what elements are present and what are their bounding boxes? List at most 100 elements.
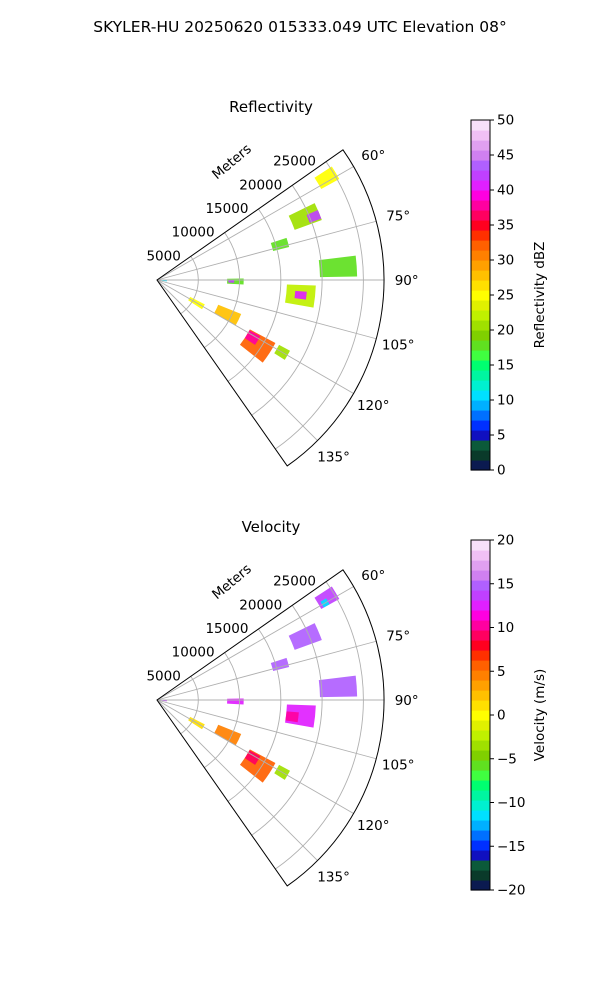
azimuth-tick-label: 90° bbox=[395, 273, 419, 289]
azimuth-tick-label: 135° bbox=[317, 450, 350, 466]
colorbar-label: Velocity (m/s) bbox=[532, 669, 548, 762]
radar-echo bbox=[270, 657, 290, 672]
colorbar-segment bbox=[471, 210, 490, 221]
colorbar-segment bbox=[471, 580, 490, 591]
radar-echo bbox=[270, 237, 290, 252]
colorbar-segment bbox=[471, 850, 490, 861]
range-ring bbox=[251, 185, 323, 416]
azimuth-gridline bbox=[156, 279, 354, 394]
radar-echo bbox=[306, 210, 322, 223]
colorbar-segment bbox=[471, 450, 490, 461]
radar-echo bbox=[318, 675, 358, 698]
colorbar-tick-label: −5 bbox=[497, 751, 517, 767]
colorbar-segment bbox=[471, 800, 490, 811]
colorbar-tick-label: 45 bbox=[497, 148, 514, 164]
colorbar-tick-label: 0 bbox=[497, 463, 506, 479]
range-tick-label: 20000 bbox=[239, 597, 282, 613]
colorbar-segment bbox=[471, 730, 490, 741]
azimuth-gridline bbox=[156, 279, 377, 340]
azimuth-gridline bbox=[156, 699, 318, 861]
colorbar-segment bbox=[471, 350, 490, 361]
colorbar-segment bbox=[471, 630, 490, 641]
colorbar-segment bbox=[471, 860, 490, 871]
colorbar-segment bbox=[471, 120, 490, 131]
colorbar-tick-label: 5 bbox=[497, 664, 506, 680]
colorbar-tick-label: −15 bbox=[497, 839, 526, 855]
colorbar-segment bbox=[471, 710, 490, 721]
colorbar-segment bbox=[471, 150, 490, 161]
azimuth-tick-label: 105° bbox=[382, 338, 415, 354]
colorbar-tick-label: 0 bbox=[497, 708, 506, 724]
colorbar-segment bbox=[471, 140, 490, 151]
colorbar-segment bbox=[471, 390, 490, 401]
colorbar-tick-label: 25 bbox=[497, 288, 514, 304]
colorbar-segment bbox=[471, 790, 490, 801]
colorbar-tick-label: −20 bbox=[497, 883, 526, 899]
colorbar-segment bbox=[471, 600, 490, 611]
colorbar-segment bbox=[471, 460, 490, 471]
azimuth-gridline bbox=[156, 166, 354, 281]
azimuth-gridline bbox=[156, 640, 377, 701]
colorbar-segment bbox=[471, 310, 490, 321]
radar-echo bbox=[288, 203, 322, 230]
colorbar-tick-label: 15 bbox=[497, 576, 514, 592]
colorbar-segment bbox=[471, 760, 490, 771]
colorbar-segment bbox=[471, 360, 490, 371]
colorbar-segment bbox=[471, 870, 490, 881]
radar-echo bbox=[285, 704, 316, 728]
radar-echo bbox=[288, 623, 322, 650]
colorbar-segment bbox=[471, 260, 490, 271]
colorbar-segment bbox=[471, 550, 490, 561]
colorbar-segment bbox=[471, 770, 490, 781]
colorbar-segment bbox=[471, 380, 490, 391]
colorbar-segment bbox=[471, 660, 490, 671]
colorbar-tick-label: 15 bbox=[497, 358, 514, 374]
colorbar-segment bbox=[471, 640, 490, 651]
azimuth-tick-label: 75° bbox=[386, 208, 410, 224]
range-tick-label: 10000 bbox=[172, 225, 215, 241]
azimuth-tick-label: 105° bbox=[382, 758, 415, 774]
range-ring bbox=[227, 628, 282, 802]
colorbar-segment bbox=[471, 830, 490, 841]
echo-layer bbox=[160, 586, 358, 783]
reflectivity-panel: Reflectivity500010000150002000025000Mete… bbox=[146, 98, 548, 479]
panel-title: Velocity bbox=[242, 518, 301, 536]
colorbar-segment bbox=[471, 620, 490, 631]
colorbar-segment bbox=[471, 610, 490, 621]
colorbar-segment bbox=[471, 430, 490, 441]
radar-echo bbox=[318, 255, 358, 278]
colorbar-segment bbox=[471, 220, 490, 231]
colorbar-segment bbox=[471, 750, 490, 761]
colorbar-tick-label: 50 bbox=[497, 113, 514, 129]
colorbar-segment bbox=[471, 190, 490, 201]
colorbar-segment bbox=[471, 200, 490, 211]
range-ring bbox=[251, 605, 323, 836]
colorbar-tick-label: 10 bbox=[497, 393, 514, 409]
azimuth-gridline bbox=[156, 586, 354, 701]
colorbar-segment bbox=[471, 180, 490, 191]
colorbar-segment bbox=[471, 540, 490, 551]
radar-echo bbox=[285, 711, 299, 723]
colorbar-tick-label: 40 bbox=[497, 183, 514, 199]
colorbar-segment bbox=[471, 270, 490, 281]
range-tick-label: 10000 bbox=[172, 645, 215, 661]
azimuth-tick-label: 120° bbox=[357, 398, 390, 414]
radar-echo bbox=[244, 750, 261, 765]
colorbar-tick-label: 20 bbox=[497, 533, 514, 549]
colorbar-tick-label: 5 bbox=[497, 428, 506, 444]
azimuth-tick-label: 120° bbox=[357, 818, 390, 834]
colorbar-segment bbox=[471, 170, 490, 181]
azimuth-gridline bbox=[156, 220, 377, 281]
colorbar-segment bbox=[471, 410, 490, 421]
colorbar-segment bbox=[471, 650, 490, 661]
azimuth-tick-label: 135° bbox=[317, 870, 350, 886]
colorbar-segment bbox=[471, 340, 490, 351]
colorbar-segment bbox=[471, 370, 490, 381]
colorbar-segment bbox=[471, 700, 490, 711]
colorbar-segment bbox=[471, 400, 490, 411]
colorbar-segment bbox=[471, 320, 490, 331]
range-tick-label: 15000 bbox=[205, 201, 248, 217]
colorbar-label: Reflectivity dBZ bbox=[532, 242, 548, 349]
colorbar-segment bbox=[471, 420, 490, 431]
